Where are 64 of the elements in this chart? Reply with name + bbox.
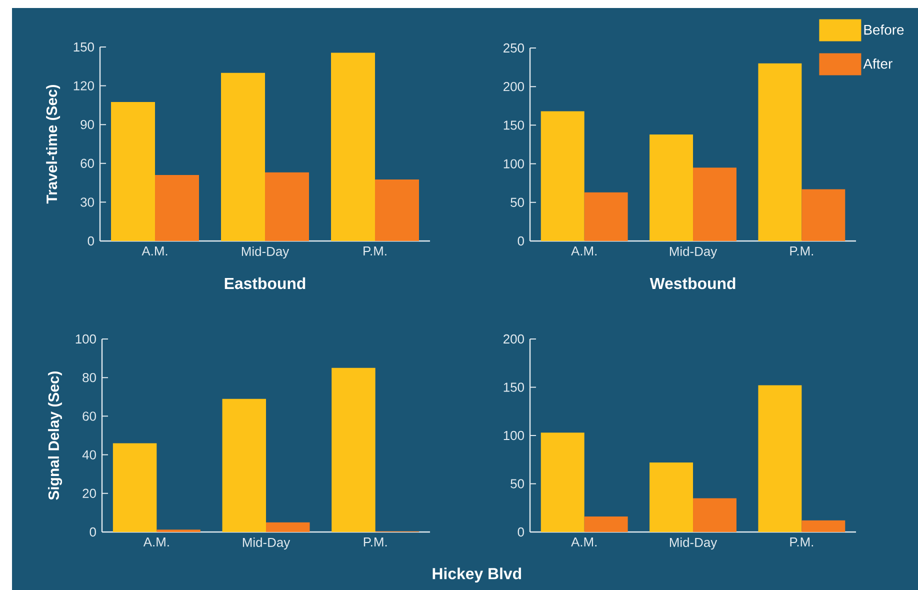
x-axis-title: Eastbound bbox=[224, 277, 306, 290]
x-tick-label: Mid-Day bbox=[670, 538, 718, 550]
y-tick-label: 150 bbox=[74, 42, 94, 52]
x-tick-label: P.M. bbox=[790, 246, 813, 256]
bar bbox=[650, 134, 694, 241]
y-tick-label: 100 bbox=[504, 430, 524, 440]
y-tick-label: 50 bbox=[510, 198, 524, 207]
y-tick-label: 100 bbox=[504, 159, 524, 168]
bar bbox=[331, 52, 376, 241]
bar bbox=[650, 462, 694, 532]
bar bbox=[155, 175, 200, 241]
bar bbox=[540, 111, 584, 241]
bar bbox=[758, 63, 802, 241]
legend-label: After bbox=[863, 58, 892, 69]
y-tick-label: 90 bbox=[80, 120, 94, 130]
bar bbox=[693, 498, 736, 532]
y-tick-label: 40 bbox=[82, 450, 96, 460]
y-tick-label: 100 bbox=[76, 334, 96, 344]
bar bbox=[584, 516, 628, 532]
x-tick-label: A.M. bbox=[571, 246, 596, 256]
x-axis-title: Westbound bbox=[650, 277, 736, 290]
y-tick-label: 30 bbox=[80, 198, 94, 207]
y-tick-label: 0 bbox=[518, 236, 524, 246]
bar bbox=[332, 368, 376, 532]
x-tick-label: Mid-Day bbox=[242, 246, 290, 259]
y-tick-label: 120 bbox=[74, 81, 94, 90]
legend-label: Before bbox=[864, 24, 904, 35]
x-tick-label: A.M. bbox=[571, 538, 596, 546]
x-tick-label: A.M. bbox=[142, 246, 168, 256]
y-tick-label: 150 bbox=[504, 382, 524, 392]
y-tick-label: 80 bbox=[82, 372, 96, 382]
bar bbox=[693, 168, 736, 241]
y-tick-label: 200 bbox=[504, 334, 524, 344]
bar bbox=[112, 443, 157, 532]
y-tick-label: 20 bbox=[82, 488, 96, 498]
x-tick-label: P.M. bbox=[364, 538, 387, 546]
y-tick-label: 0 bbox=[90, 527, 96, 537]
y-axis-title: Signal Delay (Sec) bbox=[48, 371, 62, 500]
bar bbox=[111, 102, 156, 241]
bar bbox=[221, 72, 266, 241]
bar bbox=[265, 172, 310, 241]
y-tick-label: 200 bbox=[504, 82, 524, 92]
bar bbox=[758, 385, 802, 532]
bar bbox=[375, 180, 420, 241]
y-tick-label: 150 bbox=[504, 120, 524, 130]
y-tick-label: 60 bbox=[82, 412, 96, 421]
bar bbox=[266, 522, 310, 532]
x-tick-label: P.M. bbox=[790, 538, 813, 546]
y-axis-title: Travel-time (Sec) bbox=[46, 84, 60, 204]
bar bbox=[540, 432, 584, 532]
y-tick-label: 50 bbox=[510, 479, 524, 488]
bar bbox=[222, 398, 266, 532]
x-tick-label: Mid-Day bbox=[670, 246, 718, 259]
text: Hickey Blvd bbox=[432, 568, 522, 582]
y-tick-label: 0 bbox=[518, 527, 524, 537]
x-tick-label: A.M. bbox=[143, 538, 169, 546]
y-tick-label: 0 bbox=[88, 236, 94, 246]
bar bbox=[802, 189, 846, 241]
x-tick-label: P.M. bbox=[364, 246, 386, 256]
bar bbox=[802, 520, 846, 532]
x-tick-label: Mid-Day bbox=[242, 538, 290, 550]
y-tick-label: 250 bbox=[504, 43, 524, 53]
bar bbox=[584, 192, 628, 241]
y-tick-label: 60 bbox=[80, 158, 94, 168]
